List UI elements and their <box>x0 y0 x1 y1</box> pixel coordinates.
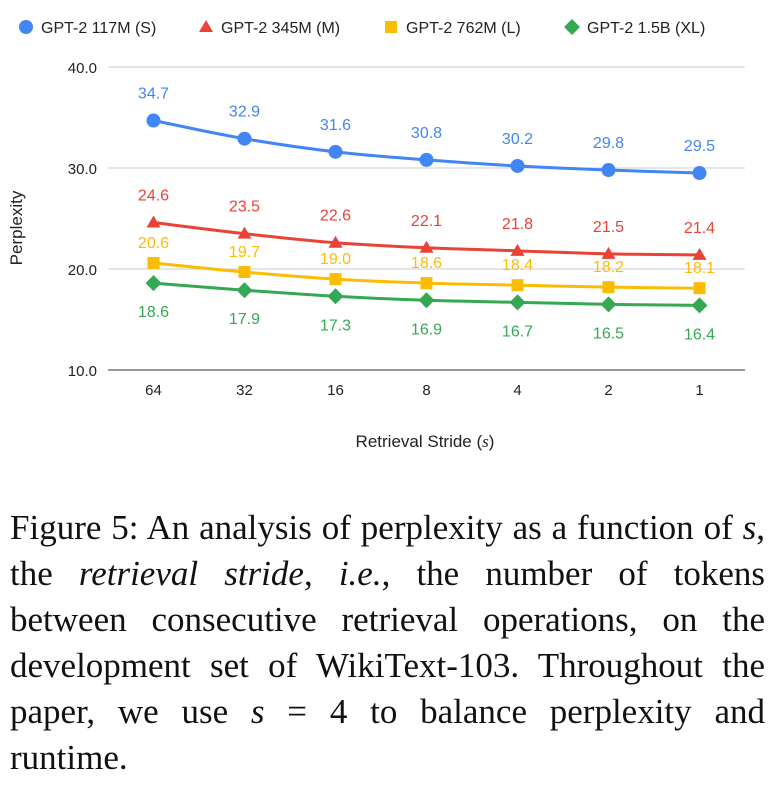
data-point <box>600 296 617 313</box>
x-tick-label: 64 <box>145 382 162 399</box>
data-point <box>328 144 343 159</box>
data-label: 22.6 <box>320 208 351 225</box>
data-point <box>329 273 342 286</box>
data-label: 18.6 <box>411 255 442 272</box>
data-label: 17.9 <box>229 311 260 328</box>
data-point <box>601 246 616 259</box>
legend-marker-diamond <box>564 19 580 35</box>
legend-label: GPT-2 345M (M) <box>221 20 340 37</box>
data-label: 16.5 <box>593 325 624 342</box>
data-point <box>511 279 524 292</box>
figure-caption: Figure 5: An analysis of perplexity as a… <box>10 505 765 781</box>
data-point <box>691 297 708 314</box>
y-axis-ticks: 10.0 20.0 30.0 40.0 <box>68 60 97 380</box>
y-tick-label: 20.0 <box>68 262 97 279</box>
y-axis-label: Perplexity <box>7 190 26 265</box>
data-label: 31.6 <box>320 117 351 134</box>
data-label: 24.6 <box>138 188 169 205</box>
data-label: 16.4 <box>684 326 715 343</box>
data-label: 18.4 <box>502 257 533 274</box>
data-point <box>418 292 435 309</box>
data-label: 16.9 <box>411 321 442 338</box>
data-point <box>601 163 616 178</box>
caption-part1: Figure 5: An analysis of perplexity as a… <box>10 508 743 547</box>
data-point <box>510 158 525 173</box>
legend: GPT-2 117M (S) GPT-2 345M (M) GPT-2 762M (… <box>19 19 705 37</box>
legend-marker-circle <box>19 20 33 34</box>
data-point <box>236 282 253 299</box>
data-label: 20.6 <box>138 235 169 252</box>
data-point <box>420 277 433 290</box>
legend-label: GPT-2 1.5B (XL) <box>587 20 705 37</box>
perplexity-line-chart: GPT-2 117M (S) GPT-2 345M (M) GPT-2 762M (… <box>7 19 745 451</box>
y-tick-label: 10.0 <box>68 363 97 380</box>
caption-italic-ie: i.e. <box>338 554 382 593</box>
x-axis-ticks: 64 32 16 8 4 2 1 <box>145 382 704 399</box>
caption-part2: , the <box>10 508 765 593</box>
data-point <box>147 256 160 269</box>
data-label: 18.6 <box>138 304 169 321</box>
legend-label: GPT-2 762M (L) <box>406 20 521 37</box>
series-markers <box>145 113 708 314</box>
legend-label: GPT-2 117M (S) <box>41 20 156 37</box>
caption-italic-retrieval-stride: retrieval stride <box>78 554 304 593</box>
data-point <box>238 266 251 279</box>
data-point <box>693 282 706 295</box>
data-label: 34.7 <box>138 86 169 103</box>
legend-marker-square <box>385 21 397 33</box>
data-point <box>692 247 707 260</box>
data-point <box>146 113 161 128</box>
x-tick-label: 32 <box>236 382 253 399</box>
x-axis-label: Retrieval Stride (s) <box>356 432 495 451</box>
data-label: 21.4 <box>684 220 715 237</box>
caption-var-s: s <box>742 508 757 547</box>
data-point <box>328 235 343 248</box>
data-label: 18.2 <box>593 259 624 276</box>
y-tick-label: 30.0 <box>68 161 97 178</box>
data-point <box>237 131 252 146</box>
y-tick-label: 40.0 <box>68 60 97 77</box>
x-tick-label: 8 <box>422 382 430 399</box>
x-tick-label: 4 <box>513 382 521 399</box>
data-point <box>692 166 707 181</box>
data-label: 30.2 <box>502 131 533 148</box>
x-tick-label: 2 <box>604 382 612 399</box>
caption-equals: = 4 <box>264 692 371 731</box>
caption-part4: , the number of tokens between consecuti… <box>10 554 765 731</box>
data-label: 32.9 <box>229 104 260 121</box>
data-label: 29.5 <box>684 138 715 155</box>
data-label: 29.8 <box>593 135 624 152</box>
data-point <box>509 294 526 311</box>
data-point <box>237 226 252 239</box>
data-label: 21.8 <box>502 216 533 233</box>
x-tick-label: 1 <box>695 382 703 399</box>
data-point <box>327 288 344 305</box>
data-label: 21.5 <box>593 219 624 236</box>
data-label: 19.7 <box>229 244 260 261</box>
data-point <box>510 243 525 256</box>
data-point <box>146 215 161 228</box>
data-point <box>145 275 162 292</box>
legend-marker-triangle <box>199 20 213 32</box>
data-label: 22.1 <box>411 213 442 230</box>
x-tick-label: 16 <box>327 382 344 399</box>
data-point <box>419 240 434 253</box>
caption-var-s-2: s <box>250 692 265 731</box>
data-point <box>602 281 615 294</box>
data-label: 30.8 <box>411 125 442 142</box>
data-label: 17.3 <box>320 317 351 334</box>
data-label: 23.5 <box>229 199 260 216</box>
data-label: 16.7 <box>502 323 533 340</box>
data-labels: 34.7 32.9 31.6 30.8 30.2 29.8 29.5 24.6 23.5 22.6… <box>138 86 715 344</box>
data-label: 19.0 <box>320 251 351 268</box>
data-label: 18.1 <box>684 260 715 277</box>
caption-part3: , <box>303 554 339 593</box>
data-point <box>419 152 434 167</box>
caption-part5: to balance perplexity and runtime. <box>10 692 765 777</box>
